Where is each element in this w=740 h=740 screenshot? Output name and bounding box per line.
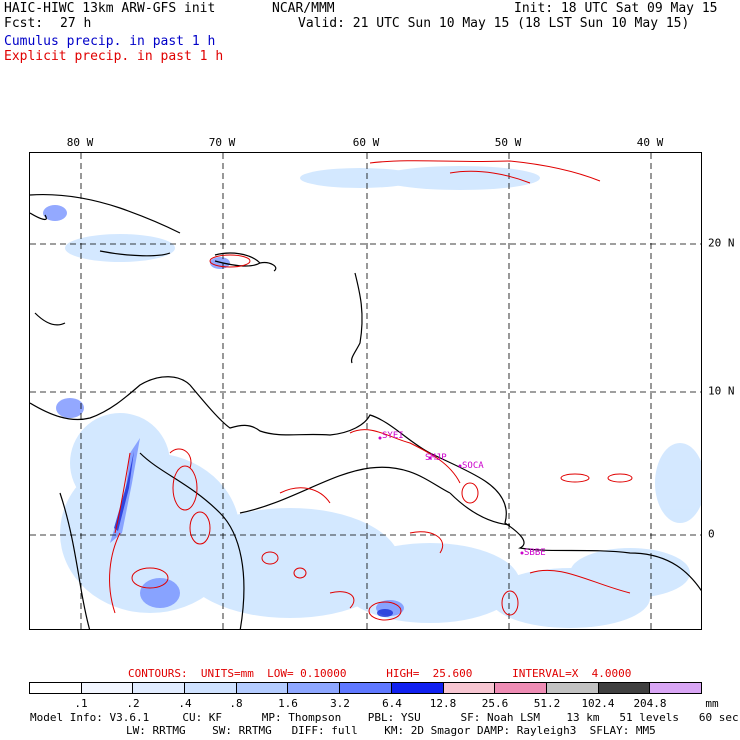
colorbar-tick: 102.4 <box>581 697 615 710</box>
fcst-label: Fcst: <box>4 16 44 31</box>
colorbar-tick: 1.6 <box>278 697 298 710</box>
lon-label-40w: 40 W <box>636 136 664 149</box>
precip-colorbar <box>29 682 702 694</box>
valid-time: Valid: 21 UTC Sun 10 May 15 (18 LST Sun … <box>298 16 690 31</box>
init-time: Init: 18 UTC Sat 09 May 15 <box>514 1 718 16</box>
lon-label-50w: 50 W <box>494 136 522 149</box>
coastlines <box>30 194 701 629</box>
lat-lon-grid <box>30 153 701 629</box>
colorbar-swatch <box>133 683 186 693</box>
explicit-legend-line: Explicit precip. in past 1 h <box>4 49 224 64</box>
lat-label-0: 0 <box>708 527 715 541</box>
colorbar-tick: 12.8 <box>429 697 457 710</box>
model-info-line1: Model Info: V3.6.1 CU: KF MP: Thompson P… <box>30 711 739 724</box>
colorbar-swatch <box>30 683 82 693</box>
map-canvas <box>30 153 701 629</box>
lon-label-70w: 70 W <box>208 136 236 149</box>
model-info-line2: LW: RRTMG SW: RRTMG DIFF: full KM: 2D Sm… <box>126 724 656 737</box>
lon-label-60w: 60 W <box>352 136 380 149</box>
colorbar-tick: 6.4 <box>382 697 402 710</box>
station-label-sbbe: SBBE <box>524 548 546 558</box>
colorbar-swatch <box>443 683 496 693</box>
colorbar-tick: 3.2 <box>330 697 350 710</box>
colorbar-swatch <box>81 683 134 693</box>
station-label-smjp: SMJP <box>425 453 447 463</box>
model-title: HAIC-HIWC 13km ARW-GFS init <box>4 1 216 16</box>
colorbar-swatch <box>650 683 701 693</box>
lat-label-10n: 10 N <box>708 384 735 398</box>
station-label-soca: SOCA <box>462 461 484 471</box>
colorbar-swatch <box>546 683 599 693</box>
colorbar-tick: 51.2 <box>533 697 561 710</box>
colorbar-swatch <box>598 683 651 693</box>
precip-map: SYEI SMJP SOCA SBBE <box>29 152 702 630</box>
colorbar-tick: 204.8 <box>633 697 667 710</box>
cumulus-precip-light <box>60 166 701 628</box>
fcst-value: 27 h <box>60 16 92 31</box>
colorbar-tick: 25.6 <box>481 697 509 710</box>
colorbar-swatch <box>236 683 289 693</box>
colorbar-swatch <box>391 683 444 693</box>
colorbar-swatch <box>340 683 392 693</box>
colorbar-tick: .8 <box>229 697 243 710</box>
colorbar-swatch <box>495 683 547 693</box>
colorbar-tick: .4 <box>178 697 192 710</box>
colorbar-swatch <box>185 683 237 693</box>
lat-label-20n: 20 N <box>708 236 735 250</box>
station-label-syei: SYEI <box>382 431 404 441</box>
explicit-precip-contours <box>109 160 633 621</box>
cumulus-legend-line: Cumulus precip. in past 1 h <box>4 34 216 49</box>
colorbar-swatch <box>288 683 341 693</box>
org-label: NCAR/MMM <box>272 1 335 16</box>
lon-label-80w: 80 W <box>66 136 94 149</box>
colorbar-tick: .1 <box>74 697 88 710</box>
colorbar-tick: .2 <box>126 697 140 710</box>
contours-info: CONTOURS: UNITS=mm LOW= 0.10000 HIGH= 25… <box>128 667 632 680</box>
colorbar-unit: mm <box>705 697 719 710</box>
